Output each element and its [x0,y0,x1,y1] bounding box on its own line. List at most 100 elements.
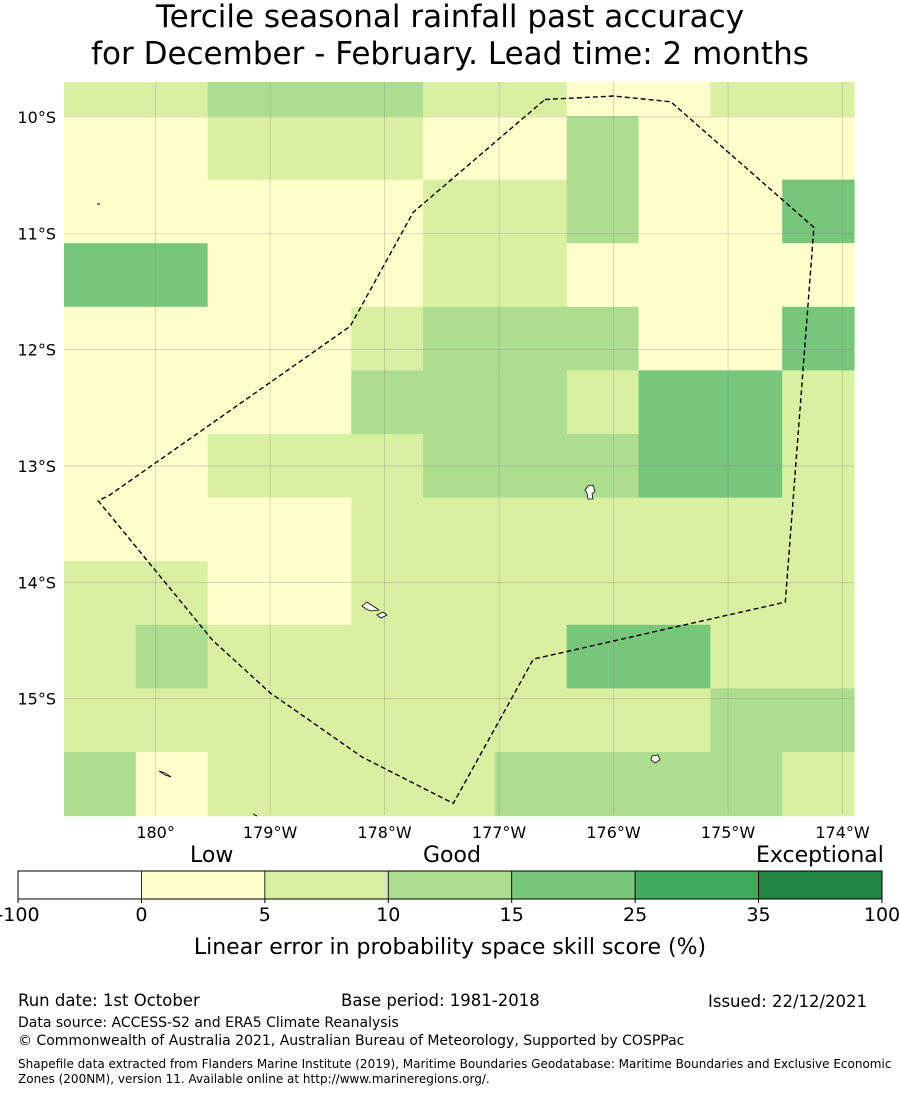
grid-cell [135,624,209,689]
grid-cell [710,688,783,753]
grid-cell [710,370,783,435]
grid-cell [135,561,209,626]
grid-cell [423,624,496,689]
colorbar-tick-label: -100 [0,904,40,926]
grid-cell [710,179,783,244]
grid-cell [782,116,855,181]
grid-cell [566,688,640,753]
run-date: Run date: 1st October [18,991,200,1010]
grid-cell [782,752,855,817]
grid-cell [710,497,783,562]
colorbar-outline [17,870,883,900]
grid-cell [207,82,281,117]
colorbar-tick-label: 5 [259,904,271,926]
grid-cell [566,116,640,181]
grid-cell [782,179,855,244]
grid-cell [135,688,209,753]
grid-cell [638,624,711,689]
longitude-labels: 180° 179°W 178°W 177°W 176°W 175°W 174°W [136,823,870,842]
island-central-east [584,484,596,500]
grid-cell [135,497,209,562]
colorbar-bin [387,870,513,900]
grid-cell [494,370,568,435]
grid-cell [494,752,568,817]
grid-cell [494,688,568,753]
latitude-label: 13°S [17,457,56,476]
grid-cell [782,688,855,753]
grid-cell [710,624,783,689]
colorbar-tick-label: 25 [623,904,647,926]
colorbar-axis-label: Linear error in probability space skill … [194,935,706,960]
grid-cell [494,243,568,308]
grid-cell [279,688,352,753]
grid-cell [494,497,568,562]
map-title-line-1: Tercile seasonal rainfall past accuracy [155,0,745,35]
colorbar-tick-label: 0 [135,904,147,926]
colorbar-tick-label: 10 [376,904,400,926]
colorbar-category-exceptional: Exceptional [756,843,884,868]
grid-cell [782,243,855,308]
grid-cell [135,752,209,817]
shapefile-credit-line-2: Zones (200NM), version 11. Available onl… [18,1072,490,1086]
grid-cell [638,179,711,244]
grid-cell [566,497,640,562]
islands [97,203,661,817]
grid-cell [207,624,281,689]
colorbar-bin [511,870,636,900]
grid-cell [207,752,281,817]
latitude-label: 11°S [17,224,56,243]
latitude-label: 12°S [17,341,56,360]
grid-cell [207,179,281,244]
grid-cell [782,561,855,626]
grid-cell [64,82,137,117]
grid-cell [423,688,496,753]
grid-cell [135,370,209,435]
grid-cell [351,752,424,817]
longitude-label: 174°W [815,823,870,842]
grid-cell [494,561,568,626]
colorbar [17,870,883,900]
island-south-west [158,770,172,778]
longitude-label: 178°W [357,823,412,842]
grid-cell [638,497,711,562]
skill-grid [64,82,855,817]
grid-cell [207,306,281,371]
grid-cell [135,243,209,308]
grid-cell [423,306,496,371]
colorbar-category-good: Good [423,843,481,868]
grid-cell [423,82,496,117]
grid-cell [64,497,137,562]
grid-cell [566,370,640,435]
colorbar-tick-label: 100 [864,904,900,926]
grid-cell [638,752,711,817]
grid-cell [782,306,855,371]
latitude-labels: 10°S 11°S 12°S 13°S 14°S 15°S [17,108,56,709]
grid-cell [351,497,424,562]
grid-cell [423,179,496,244]
grid-cell [494,116,568,181]
grid-cell [351,306,424,371]
grid-cell [207,497,281,562]
colorbar-category-low: Low [190,843,234,868]
colorbar-bin [758,870,883,900]
grid-cell [638,116,711,181]
island-central-west-small [376,611,388,619]
longitude-label: 180° [136,823,175,842]
grid-cell [782,82,855,117]
colorbar-bin [634,870,759,900]
grid-cell [566,561,640,626]
grid-cell [279,306,352,371]
grid-cell [279,624,352,689]
grid-cell [64,752,137,817]
grid-cell [207,370,281,435]
grid-cell [351,561,424,626]
grid-cell [207,688,281,753]
grid-cell [279,116,352,181]
grid-cell [710,561,783,626]
grid-cell [279,82,352,117]
grid-cell [638,306,711,371]
colorbar-tick-label: 15 [500,904,524,926]
grid-cell [135,116,209,181]
graticule [64,82,854,815]
grid-cell [279,179,352,244]
